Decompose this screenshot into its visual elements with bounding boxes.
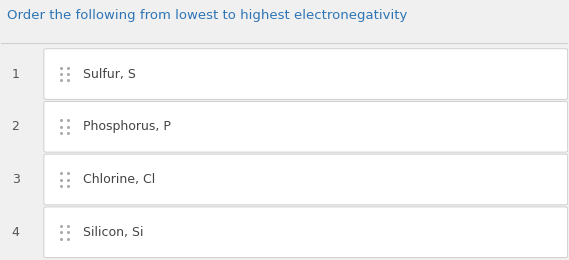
FancyBboxPatch shape [44, 207, 568, 258]
Text: 1: 1 [11, 68, 19, 81]
Text: 3: 3 [11, 173, 19, 186]
Text: Order the following from lowest to highest electronegativity: Order the following from lowest to highe… [7, 9, 407, 22]
FancyBboxPatch shape [44, 101, 568, 152]
Text: Phosphorus, P: Phosphorus, P [84, 120, 171, 133]
Text: 2: 2 [11, 120, 19, 133]
FancyBboxPatch shape [44, 154, 568, 205]
Text: Chlorine, Cl: Chlorine, Cl [84, 173, 156, 186]
FancyBboxPatch shape [44, 49, 568, 99]
Text: Sulfur, S: Sulfur, S [84, 68, 137, 81]
Text: Silicon, Si: Silicon, Si [84, 226, 144, 239]
Text: 4: 4 [11, 226, 19, 239]
